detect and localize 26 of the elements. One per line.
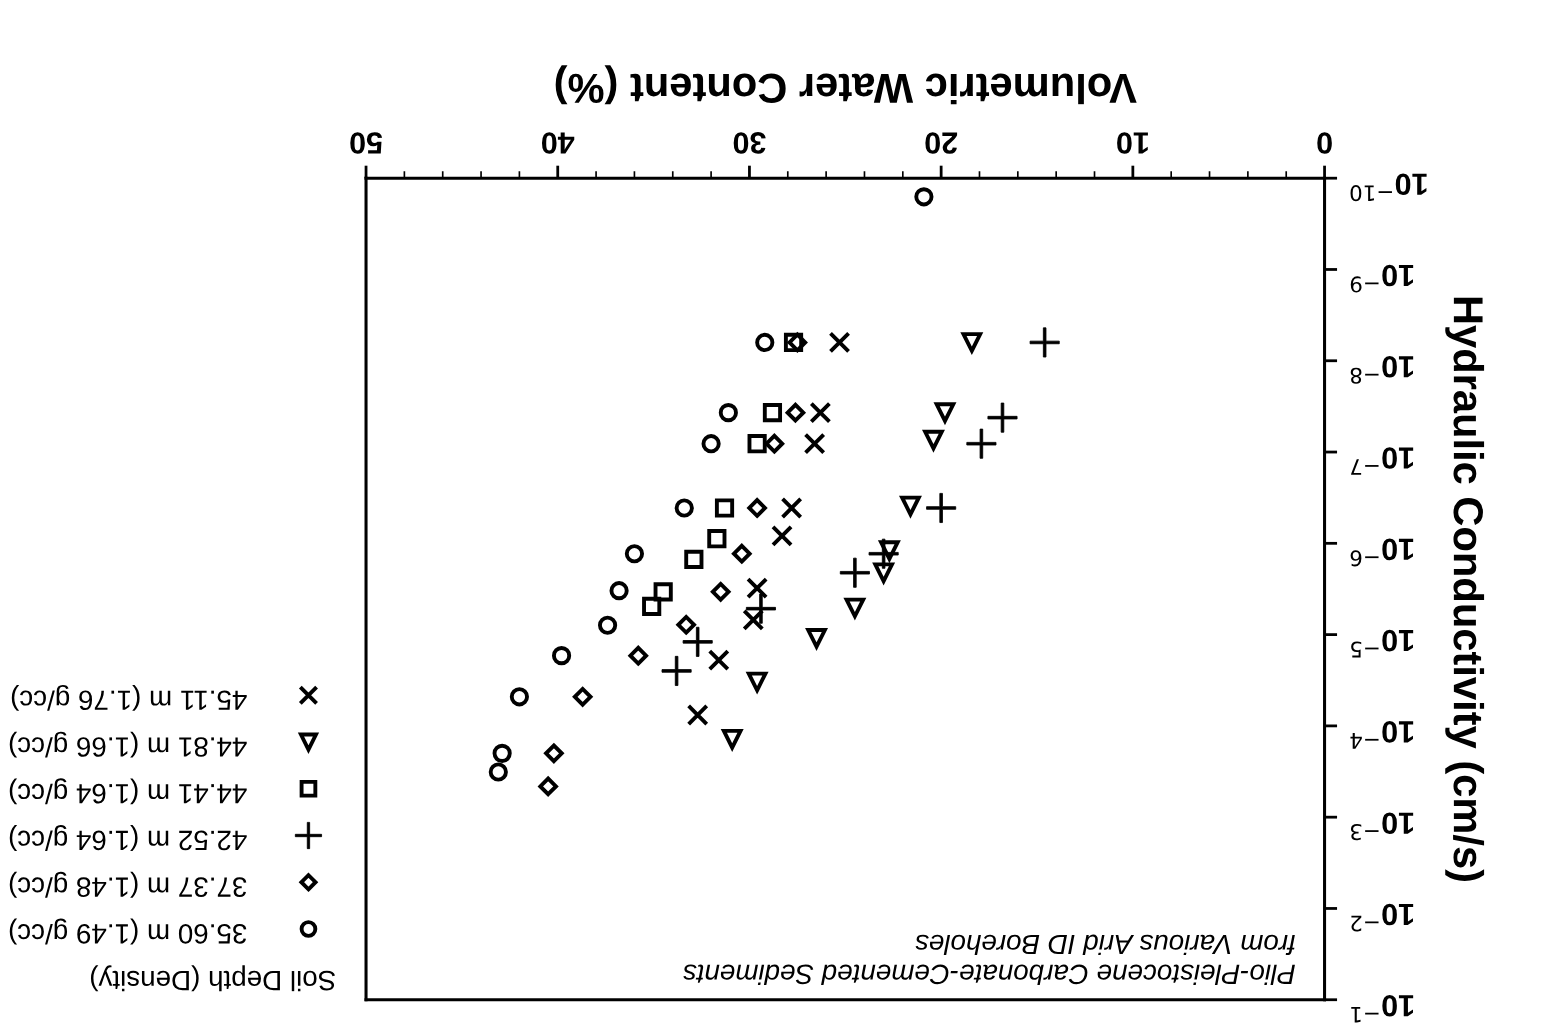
legend-label: 42.52 m (1.64 g/cc)	[9, 825, 247, 851]
y-tick-label: 10$^{−3}$	[1350, 812, 1414, 841]
x-tick-label: 50	[350, 132, 383, 154]
legend-label: 37.37 m (1.48 g/cc)	[9, 871, 247, 898]
y-tick-label: 10$^{−10}$	[1350, 173, 1427, 202]
y-tick-label: 10$^{−7}$	[1351, 447, 1414, 475]
x-axis-title: Volumetric Water Content (%)	[555, 65, 1137, 105]
x-tick-label: 10	[1117, 132, 1148, 154]
y-tick-label: 10$^{−2}$	[1351, 903, 1414, 932]
x-tick-label: 40	[542, 132, 575, 154]
y-tick-label: 10$^{−4}$	[1350, 721, 1414, 749]
y-tick-label: 10$^{−8}$	[1350, 355, 1414, 384]
x-tick-label: 30	[733, 132, 766, 154]
y-tick-label: 10$^{−6}$	[1350, 538, 1414, 567]
y-tick-label: 10$^{−5}$	[1351, 629, 1414, 658]
y-tick-label: 10$^{−9}$	[1350, 264, 1414, 293]
legend-label: 44.81 m (1.66 g/cc)	[9, 731, 247, 758]
legend-label: 44.41 m (1.64 g/cc)	[9, 778, 247, 805]
annotation: Plio-Pleistocene Carbonate-Cemented Sediments from Various Arid ID Boreholes	[683, 934, 1295, 985]
legend-label: 45.11 m (1.76 g/cc)	[11, 684, 247, 711]
legend-title: Soil Depth (Density)	[90, 965, 335, 992]
x-tick-label: 0	[1317, 132, 1332, 154]
x-tick-label: 20	[925, 132, 958, 154]
legend-label: 35.60 m (1.49 g/cc)	[9, 918, 247, 945]
y-tick-label: 10$^{−1}$	[1351, 994, 1414, 1023]
y-axis-title: Hydraulic Conductivity (cm/s)	[1445, 297, 1485, 881]
